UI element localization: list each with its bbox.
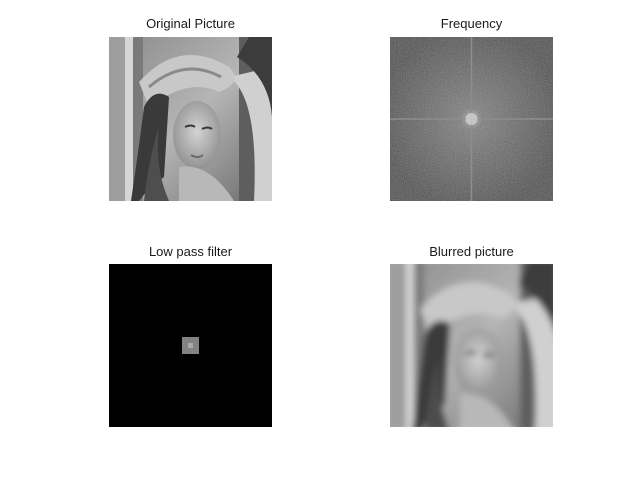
panel-frequency: Frequency xyxy=(390,16,553,201)
panel-blurred: Blurred picture xyxy=(390,244,553,428)
low-pass-filter-image xyxy=(109,264,272,427)
panel-title-original: Original Picture xyxy=(146,16,235,31)
panel-title-low-pass: Low pass filter xyxy=(148,244,233,259)
panel-title-blurred: Blurred picture xyxy=(429,244,514,259)
panel-original: Original Picture xyxy=(109,16,272,201)
panel-low-pass-filter: Low pass filter xyxy=(109,244,272,428)
frequency-spectrum-image xyxy=(390,37,553,201)
original-picture-image xyxy=(109,37,272,201)
blurred-picture-image xyxy=(390,264,553,427)
panel-title-frequency: Frequency xyxy=(440,16,503,31)
